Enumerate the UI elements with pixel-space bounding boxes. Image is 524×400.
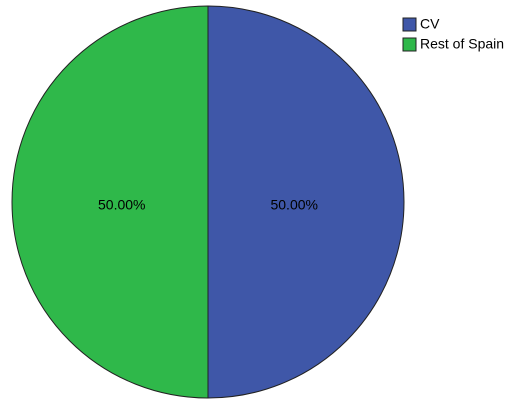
legend-label: CV [420,16,440,32]
legend-swatch [402,17,417,32]
data-label: 50.00% [98,197,145,213]
legend-swatch [402,37,417,52]
pie-slice [11,5,209,399]
legend-label: Rest of Spain [420,36,504,52]
pie-slice [207,5,405,399]
data-label: 50.00% [270,197,317,213]
